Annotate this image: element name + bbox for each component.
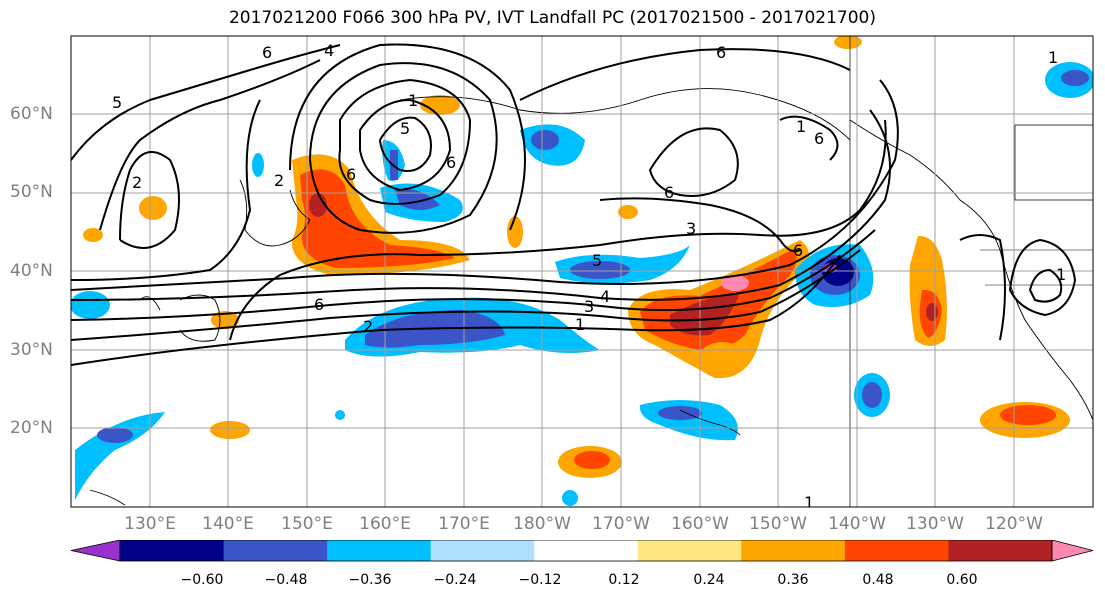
contour-label: 1 — [1056, 265, 1066, 284]
lon-label: 120°W — [985, 514, 1043, 534]
contour-label: 3 — [686, 219, 696, 238]
colorbar-cell — [327, 540, 432, 561]
shading-layer — [71, 36, 1093, 506]
contour-label: 2 — [132, 173, 142, 192]
contour-label: 1 — [804, 493, 814, 512]
lon-label: 150°E — [281, 514, 333, 534]
colorbar-tick: −0.12 — [518, 572, 562, 588]
contour-label: 6 — [262, 43, 272, 62]
lon-label: 180°W — [513, 514, 571, 534]
lon-label: 140°E — [202, 514, 254, 534]
colorbar — [70, 540, 1094, 562]
colorbar-cell — [844, 540, 949, 561]
map-title: 2017021200 F066 300 hPa PV, IVT Landfall… — [228, 8, 876, 28]
map-frame — [70, 35, 1094, 508]
contour-label: 1 — [575, 315, 585, 334]
colorbar-frame — [119, 540, 1053, 562]
lon-label: 160°E — [359, 514, 411, 534]
colorbar-extend-high — [1051, 540, 1094, 562]
contour-label: 3 — [584, 297, 594, 316]
lat-label-30n: 30°N — [10, 340, 53, 360]
colorbar-tick: −0.48 — [264, 572, 308, 588]
colorbar-tick: −0.60 — [180, 572, 224, 588]
colorbar-tick: 0.24 — [693, 572, 725, 588]
contour-label: 5 — [400, 119, 410, 138]
lon-label: 130°E — [124, 514, 176, 534]
contour-label: 2 — [274, 171, 284, 190]
contour-label: 5 — [592, 251, 602, 270]
contour-label: 4 — [324, 41, 334, 60]
lon-label: 150°W — [749, 514, 807, 534]
lat-label-50n: 50°N — [10, 182, 53, 202]
colorbar-cell — [637, 540, 742, 561]
contour-label: 6 — [446, 153, 456, 172]
colorbar-cell — [741, 540, 846, 561]
contour-label: 1 — [1048, 48, 1058, 67]
lon-label: 130°W — [906, 514, 964, 534]
colorbar-tick: 0.36 — [777, 572, 809, 588]
contour-label: 2 — [363, 317, 373, 336]
contour-label: 6 — [314, 295, 324, 314]
colorbar-tick: −0.24 — [433, 572, 477, 588]
colorbar-cell — [120, 540, 225, 561]
pv-contours — [71, 43, 1077, 366]
lon-label: 170°E — [438, 514, 490, 534]
contour-label: 6 — [814, 129, 824, 148]
colorbar-cell — [534, 540, 639, 561]
lon-label: 170°W — [592, 514, 650, 534]
colorbar-cell — [223, 540, 328, 561]
contour-labels: 6 4 5 2 6 2 1 5 6 6 6 3 5 6 3 4 1 2 6 1 … — [112, 41, 1066, 512]
colorbar-tick: 0.48 — [862, 572, 894, 588]
graticule — [71, 36, 1093, 507]
colorbar-tick: 0.60 — [946, 572, 978, 588]
contour-label: 6 — [664, 183, 674, 202]
lon-label: 160°W — [671, 514, 729, 534]
colorbar-cell — [430, 540, 535, 561]
lat-label-20n: 20°N — [10, 418, 53, 438]
contour-label: 1 — [408, 91, 418, 110]
colorbar-extend-low — [70, 540, 121, 562]
contour-label: 1 — [796, 117, 806, 136]
contour-label: 6 — [793, 241, 803, 260]
colorbar-cell — [948, 540, 1053, 561]
lon-label: 140°W — [828, 514, 886, 534]
colorbar-tick: 0.12 — [608, 572, 640, 588]
colorbar-tick: −0.36 — [348, 572, 392, 588]
contour-label: 5 — [112, 93, 122, 112]
lat-label-40n: 40°N — [10, 261, 53, 281]
contour-label: 4 — [600, 287, 610, 306]
lat-label-60n: 60°N — [10, 104, 53, 124]
pv-ivt-map: 6 4 5 2 6 2 1 5 6 6 6 3 5 6 3 4 1 2 6 1 … — [70, 35, 1094, 512]
contour-label: 6 — [346, 165, 356, 184]
contour-label: 6 — [716, 43, 726, 62]
